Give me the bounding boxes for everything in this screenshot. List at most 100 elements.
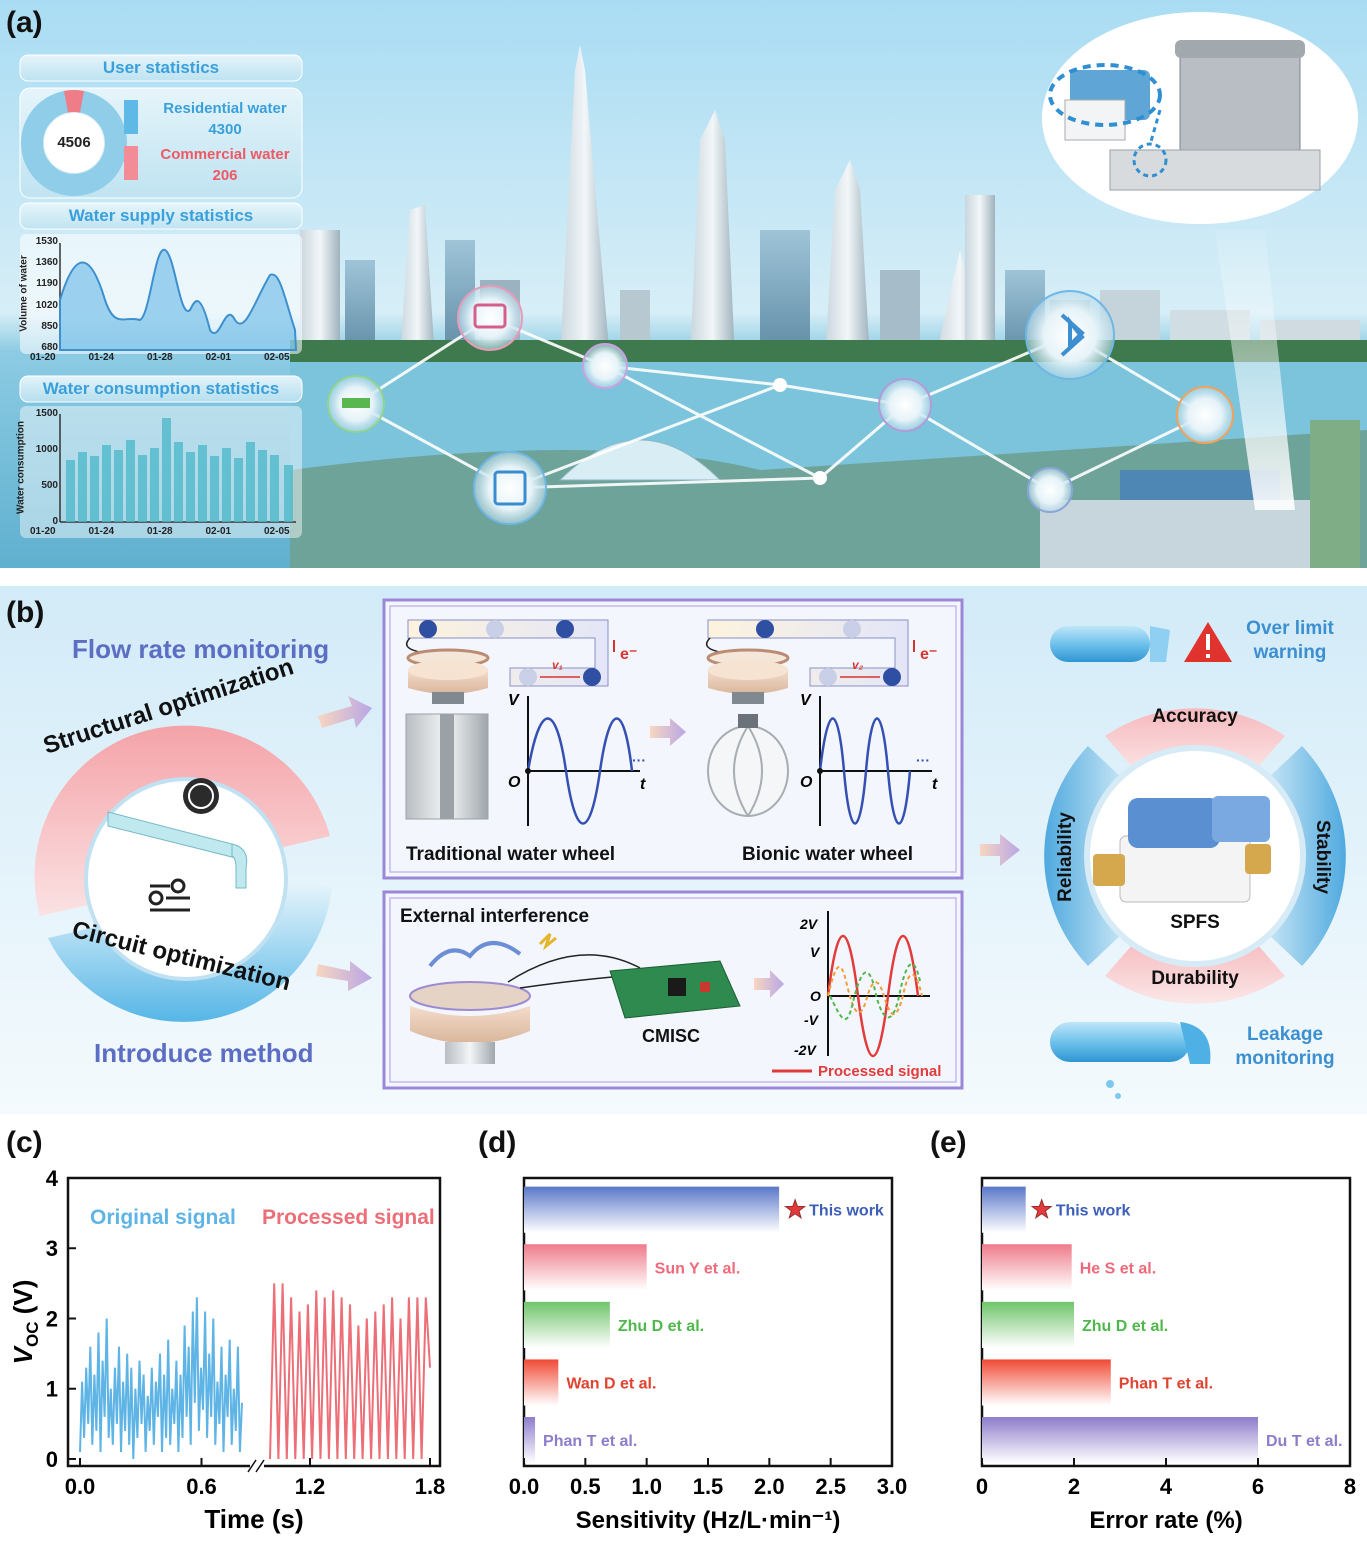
commercial-label: Commercial water [160,146,290,163]
circuit-settings-icon [148,878,190,912]
supply-line-chart [59,243,298,351]
tick-label: 02-05 [264,352,290,363]
x-tick-label: 0.0 [65,1474,96,1499]
tick-label: 02-01 [205,352,232,363]
signal-minus-2v: -2V [794,1042,816,1058]
bar-label: Zhu D et al. [1082,1318,1168,1335]
traditional-o-axis: O [508,774,521,791]
y-tick-label: 2 [46,1306,58,1331]
spfs-sensor-image [1093,796,1271,903]
residential-label: Residential water [163,100,287,117]
tick-label: 01-24 [88,352,115,363]
star-icon [1030,1198,1053,1220]
original-signal-line [79,1297,243,1460]
x-tick-label: 2 [1068,1474,1080,1499]
consumption-xticks: 01-20 01-24 01-28 02-01 02-05 [30,526,300,540]
tick-label: 1000 [35,444,58,455]
x-tick-label: 1.5 [693,1474,724,1499]
optimization-ring [34,725,332,1022]
bar-label: Zhu D et al. [618,1318,704,1335]
bar [524,1186,780,1233]
tick-label: 1360 [35,257,58,269]
accuracy-label: Accuracy [1152,706,1238,727]
external-interference-label: External interference [400,906,590,927]
over-limit-label-2: warning [1253,642,1327,663]
x-tick-label: 0.6 [186,1474,217,1499]
tick-label: 01-20 [30,526,56,537]
bar [982,1301,1074,1348]
clock-node-icon [582,343,628,389]
cmisc-label: CMISC [642,1026,700,1046]
tick-label: 850 [41,320,58,332]
x-tick-label: 1.2 [295,1474,326,1499]
signal-minus-v: -V [804,1012,818,1028]
tick-label: 1020 [35,299,58,311]
signal-2v: 2V [800,916,818,932]
traditional-v-axis: V [508,692,519,709]
durability-label: Durability [1151,968,1239,989]
x-tick-label: 2.5 [815,1474,846,1499]
tick-label: 01-28 [147,352,173,363]
leakage-label-1: Leakage [1246,1024,1324,1045]
sensor-features [1044,622,1346,1099]
reliability-label: Reliability [1055,812,1076,902]
consumption-bar-chart [59,414,296,523]
tick-label: 1500 [35,408,58,419]
panel-c-label: (c) [6,1126,43,1159]
original-signal-annotation: Original signal [90,1206,236,1229]
x-tick-label: 8 [1344,1474,1356,1499]
bar-label: This work [1056,1203,1131,1220]
circuit-board-image [609,960,741,1019]
monitor-node-icon [457,285,523,351]
y-tick-label: 3 [46,1236,58,1261]
supply-stats-title: Water supply statistics [68,206,254,225]
consumption-yticks: 1500 1000 500 0 [24,408,58,528]
bar-label: This work [809,1203,884,1220]
x-tick-label: 6 [1252,1474,1264,1499]
stability-label: Stability [1312,820,1333,894]
arrow-to-sensor [980,834,1020,866]
x-axis-label: Time (s) [204,1504,303,1534]
x-tick-label: 4 [1160,1474,1173,1499]
velocity-label-2: v₂ [852,658,864,672]
traditional-t-axis: t [640,776,646,793]
traditional-dots: ··· [632,752,646,768]
processed-signal-legend: Processed signal [818,1063,942,1080]
y-tick-label: 0 [46,1447,58,1472]
chart-node-icon [1176,386,1234,444]
bar [524,1417,536,1464]
traditional-wheel-label: Traditional water wheel [406,844,616,865]
y-axis-label: VOC (V) [8,1280,42,1365]
panel-b-label: (b) [6,596,45,629]
panel-a-label: (a) [6,6,43,39]
tick-label: 1530 [35,236,58,247]
pipe-leakage-image [1050,1022,1190,1062]
chart-e-error-rate: This work He S et al. Zhu D et al. Phan T e… [976,1176,1356,1534]
y-axis-label-main: V [8,1344,38,1364]
flow-monitoring-box [382,598,964,880]
x-axis-label: Error rate (%) [1089,1507,1242,1534]
tick-label: 0 [52,516,58,527]
supply-yticks: 1530 1360 1190 1020 850 680 [24,236,58,354]
consumption-stats-title: Water consumption statistics [42,379,280,398]
tick-label: 01-24 [88,526,115,537]
tick-label: 02-01 [205,526,232,537]
electron-label-2: e⁻ [920,646,938,663]
y-axis-label-unit: (V) [8,1280,38,1322]
bar-label: Sun Y et al. [655,1260,741,1277]
over-limit-label-1: Over limit [1246,618,1334,639]
x-tick-label: 1.0 [631,1474,662,1499]
leakage-label-2: monitoring [1235,1048,1335,1069]
x-tick-label: 1.8 [415,1474,446,1499]
user-donut-chart [21,90,138,196]
tick-label: 1190 [36,278,58,290]
bionic-water-wheel-image [707,714,789,817]
x-tick-label: 2.0 [754,1474,785,1499]
bar-label: Phan T et al. [543,1433,637,1450]
y-axis-label-sub: OC [23,1322,42,1348]
chart-d-sensitivity: This work Sun Y et al. Zhu D et al. Wan D e… [509,1176,907,1534]
arrow-to-flow-box [318,696,372,728]
x-tick-label: 0 [976,1474,988,1499]
signal-v: V [810,944,820,960]
panel-a-illustration [0,0,1367,568]
